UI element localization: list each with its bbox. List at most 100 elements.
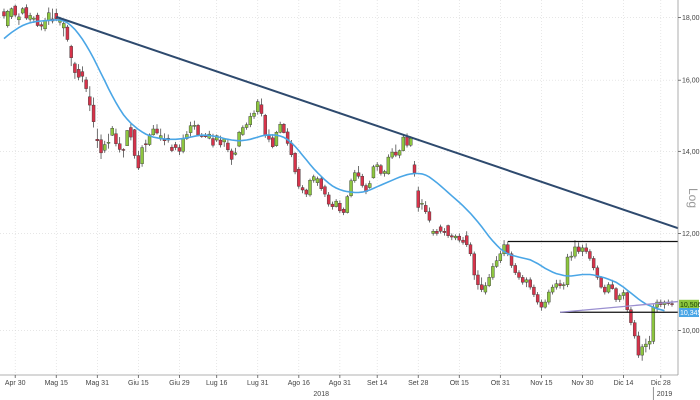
candle — [528, 277, 532, 290]
candle-body — [390, 151, 394, 158]
candle — [629, 307, 633, 326]
candle — [35, 12, 40, 28]
candle — [270, 134, 275, 149]
candle-body — [629, 309, 633, 323]
candle-body — [595, 267, 600, 278]
candle-body — [308, 180, 312, 196]
candle — [479, 277, 484, 293]
candle — [319, 177, 323, 191]
candle — [483, 282, 488, 295]
candle-body — [513, 265, 517, 273]
candle — [170, 144, 174, 153]
candle-body — [606, 284, 611, 293]
candle — [640, 344, 644, 361]
candle — [535, 292, 540, 305]
candle — [334, 199, 338, 208]
candle-body — [114, 133, 118, 144]
candle-body — [453, 235, 458, 239]
x-tick-label: Set 14 — [367, 380, 387, 387]
candle-body — [32, 17, 36, 20]
candle — [558, 279, 562, 289]
candle-body — [356, 172, 361, 177]
candle-body — [39, 24, 44, 27]
candle — [438, 224, 443, 234]
candle-body — [17, 16, 21, 21]
y-tick-label: 14,00 — [682, 149, 700, 156]
candle-body — [375, 164, 379, 167]
candle — [140, 145, 144, 167]
candle-body — [188, 125, 193, 133]
candle-body — [468, 244, 473, 255]
candle-body — [155, 128, 159, 134]
candle — [397, 149, 402, 159]
candle — [442, 228, 447, 236]
candle-body — [457, 235, 461, 241]
candle — [618, 293, 622, 303]
candle — [353, 169, 357, 183]
candle-body — [2, 11, 6, 17]
year-label: 2018 — [313, 391, 329, 398]
candle-body — [43, 20, 47, 30]
moving-average-line — [3, 18, 665, 312]
candle-body — [319, 178, 323, 189]
candle — [423, 201, 428, 214]
candle-body — [409, 137, 413, 146]
candle — [285, 128, 290, 146]
candle — [655, 299, 659, 313]
candle — [17, 13, 21, 25]
candle-body — [338, 203, 342, 212]
candle — [297, 166, 301, 189]
candle — [502, 240, 506, 257]
candle-body — [80, 71, 85, 77]
candle — [293, 152, 297, 175]
candle-body — [99, 139, 103, 154]
candle-body — [170, 146, 174, 151]
candle — [62, 19, 66, 37]
candle — [416, 186, 420, 212]
candle-body — [117, 143, 122, 150]
candle-body — [521, 277, 525, 283]
candle — [282, 123, 286, 134]
x-tick-label: Ago 31 — [329, 380, 351, 387]
candle — [595, 265, 600, 280]
y-tick-label: 18,00 — [682, 15, 700, 22]
candle-body — [655, 301, 659, 308]
candle-body — [13, 5, 17, 16]
candle-body — [95, 139, 99, 141]
candle — [487, 274, 491, 288]
candle-body — [647, 341, 652, 345]
candle-body — [565, 256, 570, 285]
candle — [65, 24, 70, 42]
candlestick-series — [2, 4, 674, 361]
candle-body — [368, 183, 372, 188]
candle-body — [371, 166, 376, 179]
candle-body — [394, 151, 398, 156]
candle-body — [173, 144, 178, 148]
candle-body — [341, 208, 346, 213]
candle-body — [312, 176, 316, 181]
candle-body — [181, 138, 185, 152]
candle-body — [535, 294, 540, 303]
candle — [446, 224, 450, 238]
candle — [517, 270, 521, 280]
candle-body — [91, 104, 96, 122]
candle-body — [24, 7, 29, 19]
support-trend-line — [559, 300, 679, 313]
candle — [465, 231, 469, 247]
candle — [114, 128, 118, 147]
candle — [550, 284, 555, 295]
candle — [241, 125, 245, 136]
x-tick-label: Nov 30 — [571, 380, 593, 387]
candle — [117, 137, 122, 153]
candle-body — [562, 284, 566, 286]
candle-body — [144, 143, 148, 145]
candle-body — [241, 127, 245, 135]
candle — [554, 279, 559, 290]
candle-body — [640, 346, 644, 356]
candle-body — [539, 301, 544, 308]
candle — [323, 184, 327, 198]
candle — [80, 66, 85, 83]
candle — [435, 229, 439, 236]
candle-body — [401, 136, 406, 151]
candle-body — [625, 292, 629, 310]
